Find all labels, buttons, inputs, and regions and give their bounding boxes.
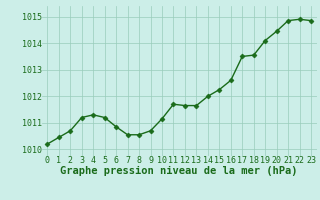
X-axis label: Graphe pression niveau de la mer (hPa): Graphe pression niveau de la mer (hPa) — [60, 166, 298, 176]
